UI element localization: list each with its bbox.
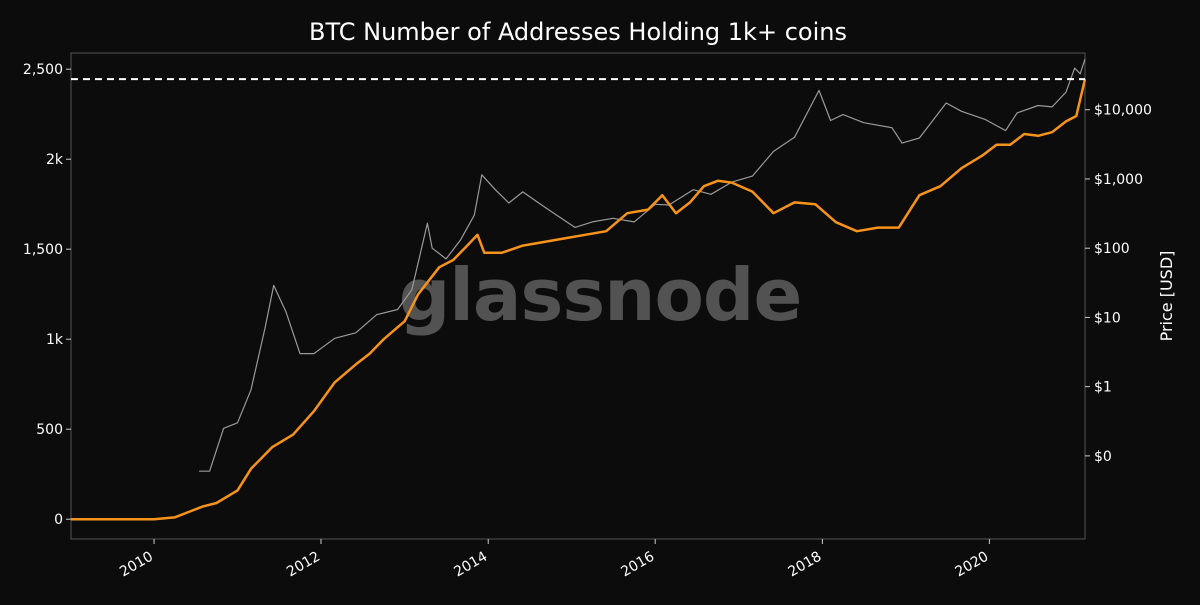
left-tick-label: 0 bbox=[54, 512, 63, 528]
left-tick-label: 500 bbox=[36, 422, 63, 438]
addresses-line bbox=[71, 78, 1087, 521]
x-tick-label: 2016 bbox=[618, 549, 657, 581]
x-tick-label: 2020 bbox=[953, 549, 992, 581]
x-tick-label: 2012 bbox=[284, 549, 323, 581]
left-tick-label: 2,500 bbox=[23, 62, 63, 78]
price-series-layer bbox=[199, 58, 1086, 472]
right-tick-label: $1,000 bbox=[1094, 172, 1143, 188]
x-axis: 2010 2012 2014 2016 2018 2020 bbox=[117, 539, 991, 580]
left-tick-label: 2k bbox=[46, 152, 64, 168]
plot-frame bbox=[70, 52, 1086, 540]
right-axis: $0 $1 $10 $100 $1,000 $10,000 bbox=[1085, 103, 1152, 465]
price-line bbox=[199, 58, 1086, 472]
right-tick-label: $10 bbox=[1094, 310, 1121, 326]
watermark: glassnode bbox=[399, 253, 802, 337]
left-axis: 0 500 1k 1,500 2k 2,500 bbox=[23, 62, 71, 528]
right-axis-label: Price [USD] bbox=[1157, 251, 1176, 342]
right-tick-label: $1 bbox=[1094, 380, 1112, 396]
x-tick-label: 2010 bbox=[117, 549, 156, 581]
left-tick-label: 1,500 bbox=[23, 242, 63, 258]
addresses-series-layer bbox=[71, 78, 1087, 521]
right-tick-label: $10,000 bbox=[1094, 103, 1152, 119]
x-tick-label: 2018 bbox=[786, 549, 825, 581]
chart-title: BTC Number of Addresses Holding 1k+ coin… bbox=[309, 18, 847, 46]
x-tick-label: 2014 bbox=[451, 549, 490, 581]
right-tick-label: $100 bbox=[1094, 241, 1130, 257]
left-tick-label: 1k bbox=[46, 332, 64, 348]
right-tick-label: $0 bbox=[1094, 449, 1112, 465]
